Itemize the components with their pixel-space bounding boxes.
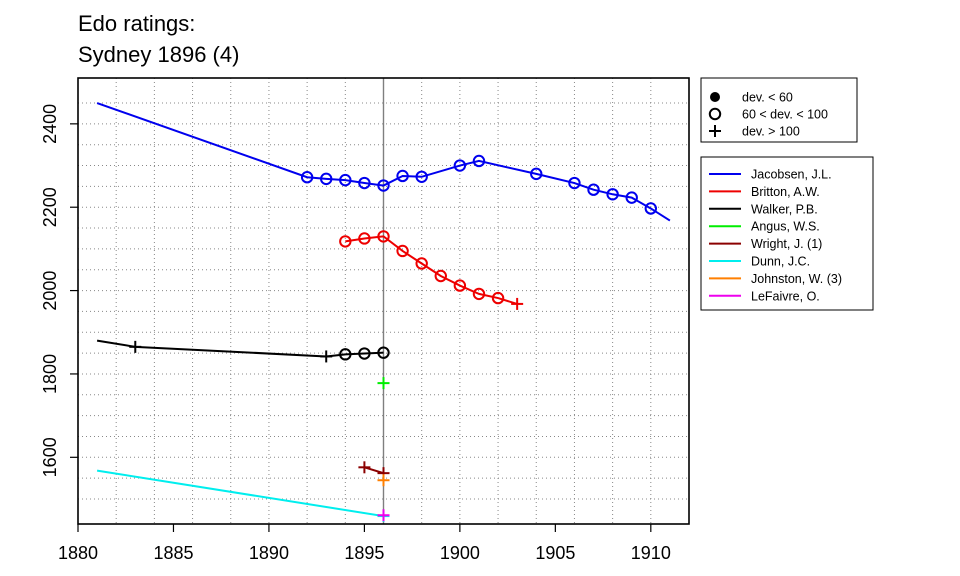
legend-open-open-marker [708,107,722,121]
jacobsen-j-l-open-marker [377,179,390,192]
x-tick-label: 1895 [344,543,384,563]
marker-legend-label: dev. < 60 [742,91,793,105]
walker-p-b-open-marker [358,347,371,360]
johnston-w-3-plus-marker [377,474,390,487]
x-tick-label: 1905 [535,543,575,563]
jacobsen-j-l-open-marker [644,202,658,215]
britton-a-w-open-marker [415,257,428,270]
walker-p-b-plus-marker [129,340,142,353]
jacobsen-j-l-open-marker [472,154,486,168]
walker-p-b-open-marker [339,348,352,361]
jacobsen-j-l-open-marker [453,159,467,172]
britton-a-w-open-marker [472,287,486,301]
legend-label-angus-w-s: Angus, W.S. [751,220,820,234]
britton-a-w-plus-marker [511,297,524,310]
marker-legend-box [700,77,858,143]
chart-title-line-2: Sydney 1896 (4) [78,42,239,67]
x-tick-label: 1880 [58,543,98,563]
chart-title-line-1: Edo ratings: [78,11,195,36]
y-tick-label: 2400 [40,104,60,144]
x-tick-label: 1885 [153,543,193,563]
legend-label-lefaivre-o: LeFaivre, O. [751,289,820,303]
angus-w-s-plus-marker [377,377,390,390]
walker-p-b-line [96,339,384,358]
series-legend-box [700,156,874,311]
x-tick-label: 1900 [440,543,480,563]
britton-a-w-open-marker [377,230,390,243]
y-tick-label: 2000 [40,271,60,311]
britton-a-w-open-marker [453,279,467,292]
walker-p-b-open-marker [377,346,390,359]
jacobsen-j-l-line [96,102,671,222]
lefaivre-o-plus-marker [377,509,390,522]
jacobsen-j-l-open-marker [587,183,600,196]
jacobsen-j-l-open-marker [320,172,333,186]
series-johnston-w-3 [377,474,390,487]
jacobsen-j-l-open-marker [300,171,314,184]
jacobsen-j-l-open-marker [568,176,581,190]
series-angus-w-s [377,377,390,390]
britton-a-w-open-marker [339,235,352,248]
jacobsen-j-l-open-marker [339,173,352,187]
series-layer [96,102,671,523]
series-britton-a-w [339,230,524,310]
britton-a-w-open-marker [491,291,505,305]
jacobsen-j-l-open-marker [396,169,409,183]
legend-filled-filled-marker [710,92,720,102]
britton-a-w-line [345,235,518,305]
plot-frame [77,77,690,525]
britton-a-w-open-marker [396,244,409,258]
jacobsen-j-l-open-marker [606,188,619,201]
marker-legend: dev. < 60 60 < dev. < 100 dev. > 100 [700,77,858,143]
x-tick-label: 1910 [631,543,671,563]
marker-legend-label: dev. > 100 [742,125,800,139]
y-tick-label: 2200 [40,187,60,227]
legend-plus-plus-marker [709,125,721,137]
britton-a-w-open-marker [434,269,447,283]
legend-label-wright-j-1: Wright, J. (1) [751,237,822,251]
legend-label-jacobsen-j-l: Jacobsen, J.L. [751,168,832,182]
britton-a-w-open-marker [358,232,371,245]
y-tick-label: 1800 [40,354,60,394]
jacobsen-j-l-open-marker [530,167,543,181]
jacobsen-j-l-open-marker [625,191,638,204]
legend-label-britton-a-w: Britton, A.W. [751,185,820,199]
series-walker-p-b [96,339,390,363]
axis-layer: 1880 1885 1890 1895 1900 1905 1910 1600 1800 2000… [40,104,671,563]
legend-label-johnston-w-3: Johnston, W. (3) [751,272,842,286]
series-lefaivre-o [377,509,390,522]
series-legend: Jacobsen, J.L. Britton, A.W. Walker, P.B. A… [700,156,874,311]
y-tick-label: 1600 [40,437,60,477]
series-wright-j-1 [358,461,390,480]
series-jacobsen-j-l [96,102,671,222]
dunn-j-c-line [96,469,384,518]
jacobsen-j-l-open-marker [415,170,428,183]
legend-label-walker-p-b: Walker, P.B. [751,202,818,216]
marker-legend-label: 60 < dev. < 100 [742,108,828,122]
x-tick-label: 1890 [249,543,289,563]
wright-j-1-plus-marker [358,461,371,474]
walker-p-b-plus-marker [320,350,333,363]
legend-label-dunn-j-c: Dunn, J.C. [751,255,810,269]
jacobsen-j-l-open-marker [358,176,371,190]
